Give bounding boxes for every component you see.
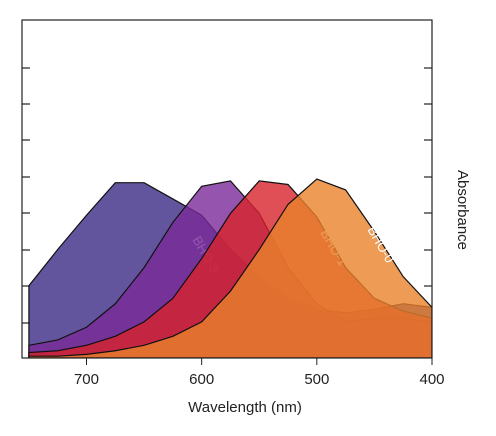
y-axis-label: Absorbance [454,170,471,250]
x-axis-label: Wavelength (nm) [188,399,302,416]
x-tick-label: 400 [419,371,444,388]
area [28,178,432,358]
y-axis-ticks [22,67,432,324]
x-tick-label: 600 [189,371,214,388]
x-tick-label: 700 [74,371,99,388]
plot-frame [21,19,433,359]
x-tick-label: 500 [304,371,329,388]
